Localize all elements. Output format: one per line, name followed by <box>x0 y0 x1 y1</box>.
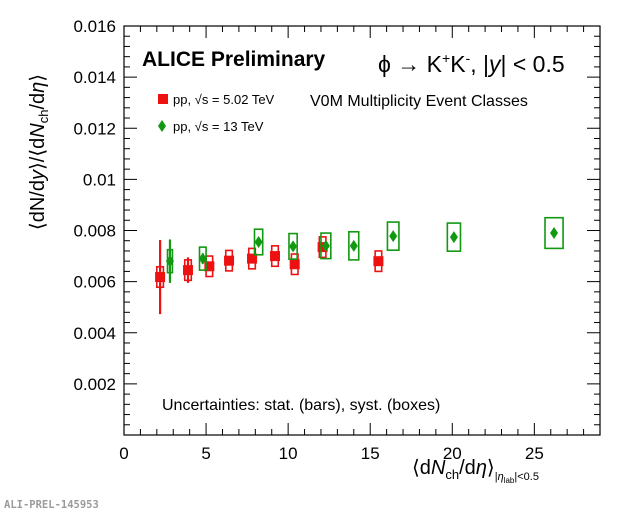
data-point <box>389 230 398 243</box>
data-point <box>254 236 263 249</box>
data-point <box>155 272 166 283</box>
x-tick-label: 5 <box>201 444 210 463</box>
y-tick-label: 0.002 <box>73 375 116 394</box>
syst-box <box>544 216 564 250</box>
x-tick-label: 20 <box>443 444 462 463</box>
data-point <box>550 227 559 240</box>
series-5tev <box>155 236 384 315</box>
data-point <box>247 253 258 264</box>
data-point <box>373 256 384 267</box>
legend-label-5tev: pp, √s = 5.02 TeV <box>173 92 275 107</box>
series-13tev <box>165 216 564 283</box>
preliminary-id: ALI-PREL-145953 <box>4 499 99 511</box>
y-tick-label: 0.006 <box>73 273 116 292</box>
syst-box <box>386 221 400 251</box>
data-point <box>270 251 281 262</box>
x-tick-label: 25 <box>525 444 544 463</box>
y-tick-label: 0.008 <box>73 222 116 241</box>
x-axis-label: ⟨dNch/dη⟩|ηlab|<0.5 <box>412 457 539 485</box>
y-axis-label: ⟨dN/dy⟩/⟨dNch/dη⟩ <box>27 74 51 230</box>
y-tick-label: 0.016 <box>73 17 116 36</box>
legend-marker-13tev <box>158 120 166 132</box>
data-marks <box>155 216 564 315</box>
plot-frame <box>123 25 601 436</box>
y-tick-label: 0.004 <box>73 324 116 343</box>
data-point <box>183 265 194 276</box>
x-tick-label: 0 <box>119 444 128 463</box>
uncertainty-note: Uncertainties: stat. (bars), syst. (boxe… <box>162 397 440 414</box>
syst-box <box>348 230 360 261</box>
data-point <box>317 242 328 253</box>
data-point <box>449 231 458 244</box>
data-point <box>289 259 300 270</box>
data-point <box>349 239 358 252</box>
reaction-label: ϕ → K+K-, |y| < 0.5 <box>378 50 565 77</box>
legend-label-13tev: pp, √s = 13 TeV <box>173 119 264 134</box>
syst-box <box>288 232 298 260</box>
axes: 0 5 10 15 20 25 0.002 0.004 0.006 0.008 0.01 0.012 0… <box>73 17 601 463</box>
y-tick-label: 0.012 <box>73 119 116 138</box>
data-point <box>165 255 174 268</box>
y-tick-label: 0.01 <box>83 170 116 189</box>
legend: pp, √s = 5.02 TeV pp, √s = 13 TeV <box>158 92 275 134</box>
data-point <box>224 255 235 266</box>
data-point <box>198 252 207 265</box>
data-point <box>289 240 298 253</box>
syst-box <box>320 232 332 260</box>
x-tick-label: 10 <box>279 444 298 463</box>
legend-marker-5tev <box>158 94 168 104</box>
y-tick-label: 0.014 <box>73 68 116 87</box>
data-point <box>204 261 215 272</box>
syst-box <box>446 222 462 253</box>
x-tick-label: 15 <box>361 444 380 463</box>
event-classes-label: V0M Multiplicity Event Classes <box>310 93 528 110</box>
syst-box <box>253 228 264 256</box>
chart-title: ALICE Preliminary <box>142 48 326 71</box>
data-point <box>321 239 330 252</box>
